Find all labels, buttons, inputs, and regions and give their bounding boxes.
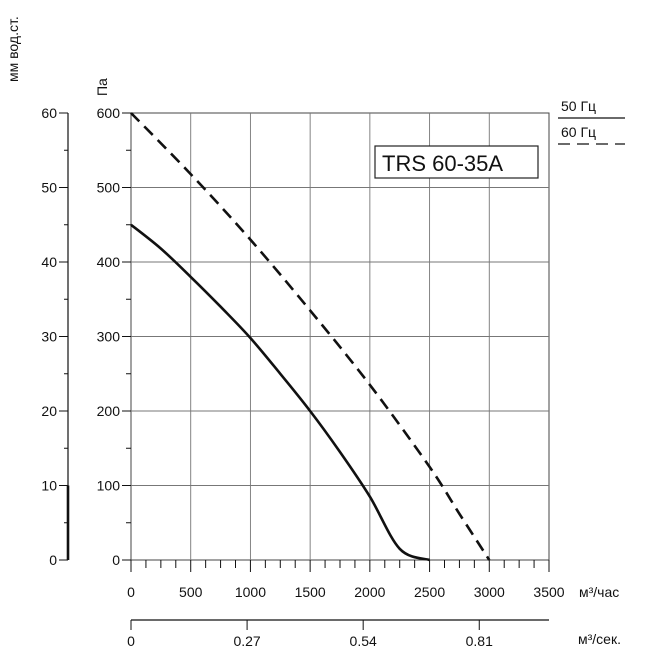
- m3h-tick-label: 3000: [474, 584, 505, 600]
- model-label-box: TRS 60-35A: [374, 145, 539, 179]
- pressure-pa-axis: 0 100 200 300 400 500 600: [97, 105, 131, 568]
- m3s-tick-label: 0.27: [233, 633, 260, 649]
- legend: 50 Гц 60 Гц: [558, 98, 625, 145]
- pressure-mm-axis: 0 10 20 30 40 50 60: [41, 105, 70, 568]
- legend-label-60hz: 60 Гц: [561, 124, 596, 140]
- pa-tick-label: 400: [97, 254, 121, 270]
- pa-tick-label: 200: [97, 403, 121, 419]
- mm-tick-label: 20: [41, 403, 57, 419]
- m3s-tick-label: 0.54: [350, 633, 377, 649]
- y-unit-pa-label: Па: [94, 78, 110, 96]
- x-unit-m3h-label: м³/час: [579, 584, 619, 600]
- flow-m3s-axis: 0 0.27 0.54 0.81: [127, 619, 549, 649]
- mm-tick-label: 10: [41, 478, 57, 494]
- curve-60hz: [130, 112, 491, 561]
- mm-tick-label: 50: [41, 180, 57, 196]
- pa-tick-label: 300: [97, 329, 121, 345]
- y-unit-mm-label: мм вод.ст.: [5, 16, 21, 82]
- curves: [130, 112, 491, 562]
- m3h-tick-label: 2500: [414, 584, 445, 600]
- grid: [130, 112, 550, 561]
- m3h-tick-label: 0: [127, 584, 135, 600]
- pa-tick-label: 600: [97, 105, 121, 121]
- pa-tick-label: 500: [97, 180, 121, 196]
- m3s-tick-label: 0: [127, 633, 135, 649]
- flow-m3h-axis: 0 500 1000 1500 2000 2500 3000 3500: [127, 560, 565, 600]
- m3h-tick-label: 500: [179, 584, 203, 600]
- mm-tick-label: 40: [41, 254, 57, 270]
- m3h-tick-label: 1000: [235, 584, 266, 600]
- m3h-tick-label: 3500: [533, 584, 564, 600]
- legend-label-50hz: 50 Гц: [561, 98, 596, 114]
- x-unit-m3s-label: м³/сек.: [578, 631, 621, 647]
- mm-tick-label: 60: [41, 105, 57, 121]
- model-label: TRS 60-35A: [382, 151, 503, 176]
- m3h-tick-label: 1500: [295, 584, 326, 600]
- mm-tick-label: 0: [49, 552, 57, 568]
- m3s-tick-label: 0.81: [466, 633, 493, 649]
- m3h-tick-label: 2000: [354, 584, 385, 600]
- pa-tick-label: 0: [112, 552, 120, 568]
- mm-tick-label: 30: [41, 329, 57, 345]
- curve-50hz: [130, 223, 431, 562]
- pa-tick-label: 100: [97, 478, 121, 494]
